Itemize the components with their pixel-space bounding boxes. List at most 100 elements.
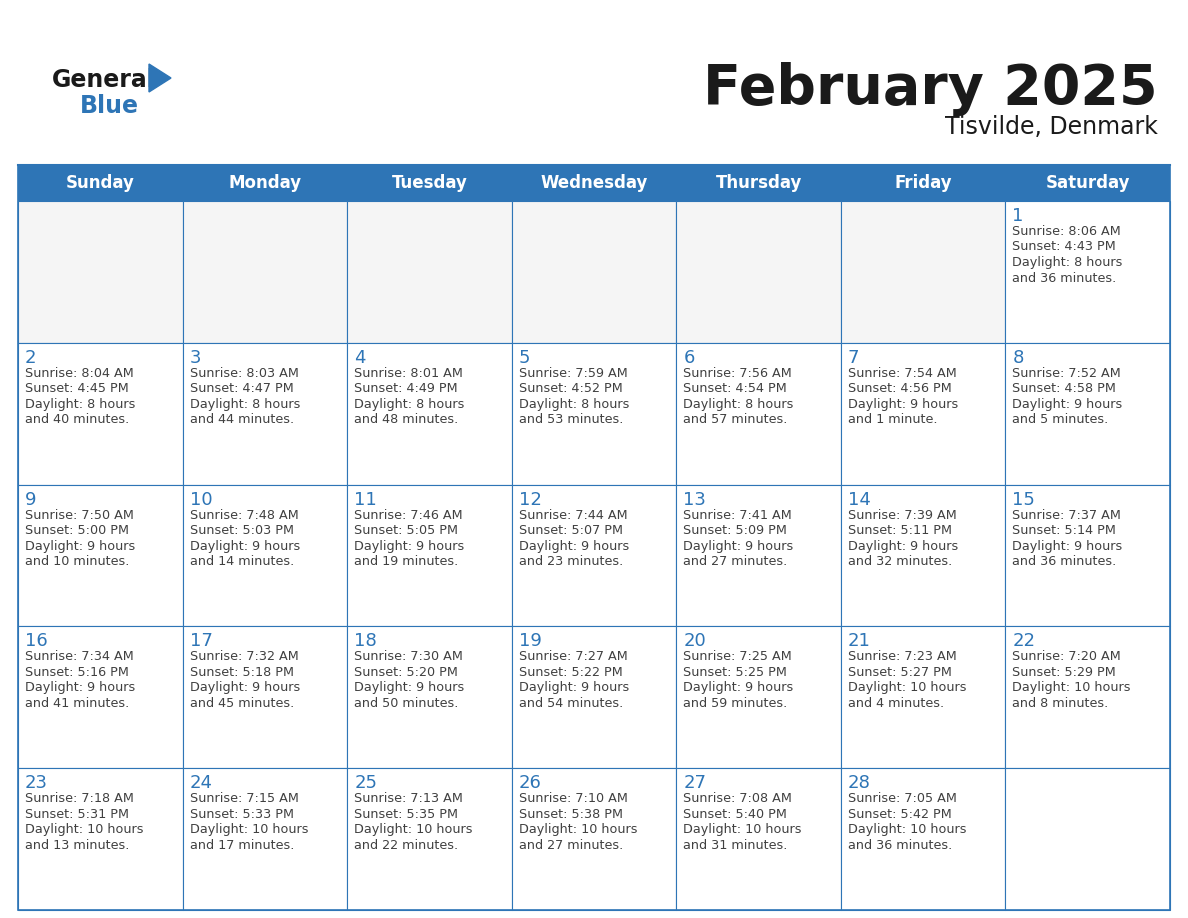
Text: Sunrise: 7:56 AM: Sunrise: 7:56 AM (683, 367, 792, 380)
Bar (676, 342, 841, 485)
Text: Sunset: 4:52 PM: Sunset: 4:52 PM (519, 382, 623, 396)
Text: Daylight: 9 hours: Daylight: 9 hours (354, 540, 465, 553)
Text: 15: 15 (1012, 490, 1035, 509)
Bar (1005, 768, 1170, 910)
Text: Sunday: Sunday (65, 174, 134, 192)
Text: and 27 minutes.: and 27 minutes. (683, 555, 788, 568)
Bar (183, 768, 347, 910)
Text: 16: 16 (25, 633, 48, 650)
Text: and 57 minutes.: and 57 minutes. (683, 413, 788, 426)
Text: Sunset: 5:09 PM: Sunset: 5:09 PM (683, 524, 788, 537)
Text: Daylight: 8 hours: Daylight: 8 hours (519, 397, 630, 410)
Bar (1005, 342, 1170, 485)
Text: and 36 minutes.: and 36 minutes. (1012, 272, 1117, 285)
Text: Sunset: 4:58 PM: Sunset: 4:58 PM (1012, 382, 1117, 396)
Text: Sunset: 5:16 PM: Sunset: 5:16 PM (25, 666, 128, 679)
Text: Blue: Blue (80, 94, 139, 118)
Text: and 1 minute.: and 1 minute. (848, 413, 937, 426)
Text: Daylight: 8 hours: Daylight: 8 hours (683, 397, 794, 410)
Text: Sunrise: 7:44 AM: Sunrise: 7:44 AM (519, 509, 627, 521)
Text: 20: 20 (683, 633, 706, 650)
Text: Tisvilde, Denmark: Tisvilde, Denmark (946, 115, 1158, 139)
Bar (676, 768, 841, 910)
Text: Sunset: 4:56 PM: Sunset: 4:56 PM (848, 382, 952, 396)
Bar (841, 626, 1005, 768)
Bar (841, 201, 1005, 342)
Text: and 41 minutes.: and 41 minutes. (25, 697, 129, 710)
Text: Saturday: Saturday (1045, 174, 1130, 192)
Text: Sunrise: 8:04 AM: Sunrise: 8:04 AM (25, 367, 134, 380)
Text: 3: 3 (190, 349, 201, 367)
Text: and 50 minutes.: and 50 minutes. (354, 697, 459, 710)
Text: and 32 minutes.: and 32 minutes. (848, 555, 952, 568)
Bar (347, 768, 512, 910)
Text: and 8 minutes.: and 8 minutes. (1012, 697, 1108, 710)
Text: Sunset: 5:31 PM: Sunset: 5:31 PM (25, 808, 129, 821)
Text: Sunrise: 7:27 AM: Sunrise: 7:27 AM (519, 650, 627, 664)
Text: Sunset: 4:43 PM: Sunset: 4:43 PM (1012, 241, 1117, 253)
Text: Daylight: 10 hours: Daylight: 10 hours (848, 681, 966, 694)
Text: Daylight: 9 hours: Daylight: 9 hours (683, 540, 794, 553)
Bar (18, 165, 1170, 201)
Bar (512, 768, 676, 910)
Text: 12: 12 (519, 490, 542, 509)
Text: Sunrise: 8:06 AM: Sunrise: 8:06 AM (1012, 225, 1121, 238)
Text: Sunrise: 7:23 AM: Sunrise: 7:23 AM (848, 650, 956, 664)
Bar (1005, 201, 1170, 342)
Text: Sunset: 5:20 PM: Sunset: 5:20 PM (354, 666, 459, 679)
Bar (841, 485, 1005, 626)
Text: 2: 2 (25, 349, 37, 367)
Text: Sunrise: 7:37 AM: Sunrise: 7:37 AM (1012, 509, 1121, 521)
Bar (18, 165, 1170, 910)
Text: Sunrise: 7:08 AM: Sunrise: 7:08 AM (683, 792, 792, 805)
Text: Daylight: 9 hours: Daylight: 9 hours (683, 681, 794, 694)
Text: and 54 minutes.: and 54 minutes. (519, 697, 623, 710)
Text: Daylight: 10 hours: Daylight: 10 hours (848, 823, 966, 836)
Text: Thursday: Thursday (715, 174, 802, 192)
Bar (18, 485, 183, 626)
Text: Sunset: 5:29 PM: Sunset: 5:29 PM (1012, 666, 1117, 679)
Text: Daylight: 10 hours: Daylight: 10 hours (519, 823, 637, 836)
Text: February 2025: February 2025 (703, 62, 1158, 116)
Text: Sunrise: 7:10 AM: Sunrise: 7:10 AM (519, 792, 627, 805)
Text: 26: 26 (519, 774, 542, 792)
Text: 25: 25 (354, 774, 377, 792)
Text: Daylight: 9 hours: Daylight: 9 hours (519, 681, 628, 694)
Text: Sunrise: 8:03 AM: Sunrise: 8:03 AM (190, 367, 298, 380)
Text: Sunset: 4:47 PM: Sunset: 4:47 PM (190, 382, 293, 396)
Text: Sunrise: 7:30 AM: Sunrise: 7:30 AM (354, 650, 463, 664)
Text: 1: 1 (1012, 207, 1024, 225)
Text: Sunset: 5:33 PM: Sunset: 5:33 PM (190, 808, 293, 821)
Text: Daylight: 10 hours: Daylight: 10 hours (683, 823, 802, 836)
Bar (841, 342, 1005, 485)
Bar (183, 201, 347, 342)
Text: Sunrise: 7:15 AM: Sunrise: 7:15 AM (190, 792, 298, 805)
Text: Sunset: 5:07 PM: Sunset: 5:07 PM (519, 524, 623, 537)
Text: Sunset: 5:38 PM: Sunset: 5:38 PM (519, 808, 623, 821)
Bar (676, 201, 841, 342)
Text: Sunrise: 7:34 AM: Sunrise: 7:34 AM (25, 650, 134, 664)
Text: Sunrise: 7:50 AM: Sunrise: 7:50 AM (25, 509, 134, 521)
Polygon shape (148, 64, 171, 92)
Text: Sunrise: 7:20 AM: Sunrise: 7:20 AM (1012, 650, 1121, 664)
Text: and 31 minutes.: and 31 minutes. (683, 839, 788, 852)
Text: 13: 13 (683, 490, 706, 509)
Bar (183, 626, 347, 768)
Text: Sunset: 5:05 PM: Sunset: 5:05 PM (354, 524, 459, 537)
Text: Sunrise: 7:25 AM: Sunrise: 7:25 AM (683, 650, 792, 664)
Text: Sunset: 5:40 PM: Sunset: 5:40 PM (683, 808, 788, 821)
Text: 9: 9 (25, 490, 37, 509)
Text: Daylight: 8 hours: Daylight: 8 hours (354, 397, 465, 410)
Text: Daylight: 9 hours: Daylight: 9 hours (25, 540, 135, 553)
Text: Sunrise: 7:18 AM: Sunrise: 7:18 AM (25, 792, 134, 805)
Text: and 36 minutes.: and 36 minutes. (1012, 555, 1117, 568)
Text: Sunrise: 7:39 AM: Sunrise: 7:39 AM (848, 509, 956, 521)
Text: Sunset: 5:14 PM: Sunset: 5:14 PM (1012, 524, 1117, 537)
Text: Daylight: 9 hours: Daylight: 9 hours (354, 681, 465, 694)
Text: Tuesday: Tuesday (392, 174, 467, 192)
Text: Daylight: 10 hours: Daylight: 10 hours (354, 823, 473, 836)
Text: and 44 minutes.: and 44 minutes. (190, 413, 293, 426)
Text: Daylight: 9 hours: Daylight: 9 hours (848, 397, 958, 410)
Text: Sunrise: 7:32 AM: Sunrise: 7:32 AM (190, 650, 298, 664)
Text: and 45 minutes.: and 45 minutes. (190, 697, 293, 710)
